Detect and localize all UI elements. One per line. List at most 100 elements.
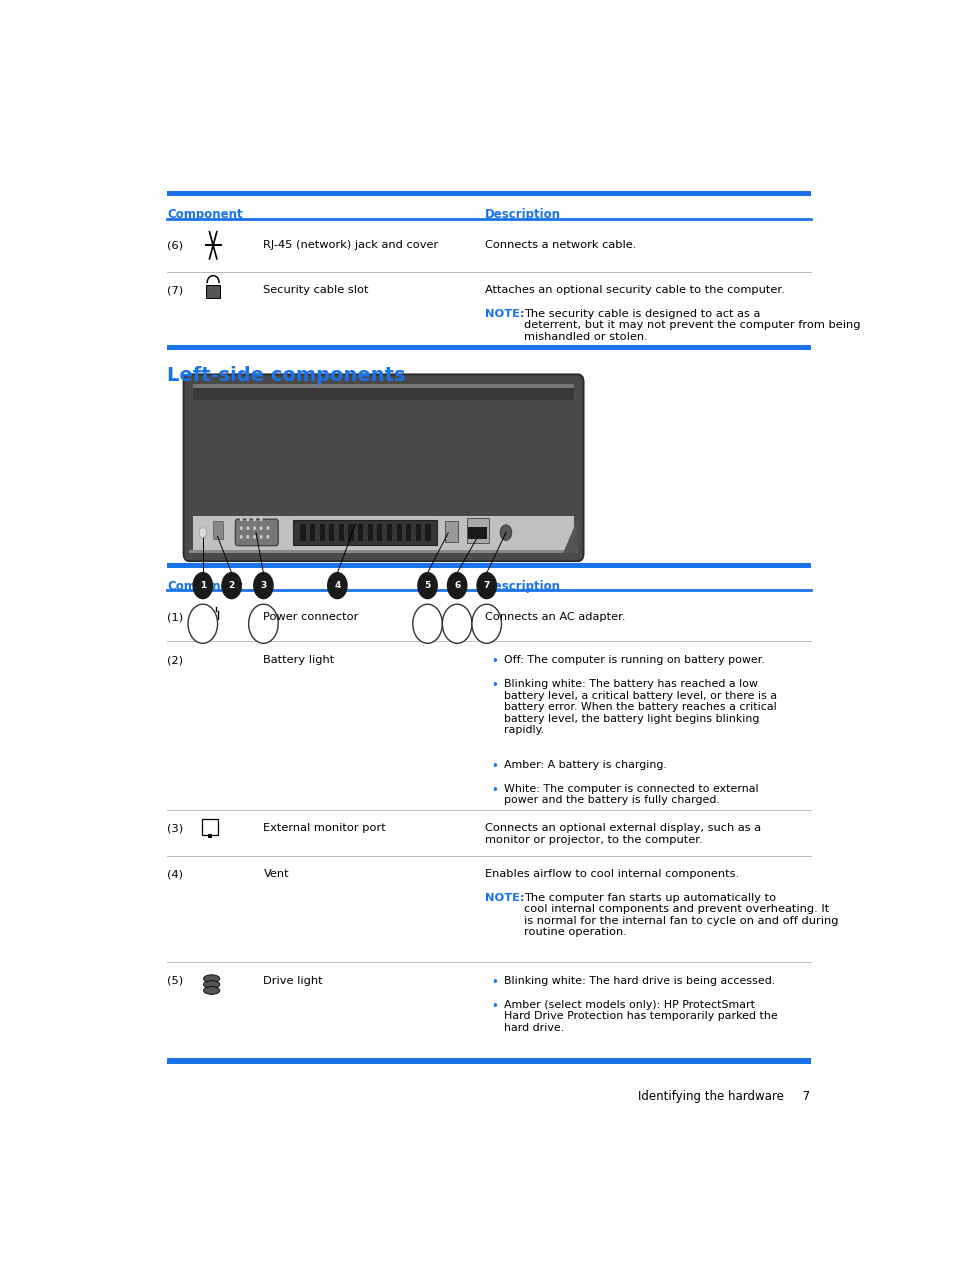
Bar xyxy=(387,525,392,541)
Bar xyxy=(367,525,373,541)
Circle shape xyxy=(413,605,442,644)
Ellipse shape xyxy=(203,987,219,994)
Text: •: • xyxy=(491,679,497,692)
FancyBboxPatch shape xyxy=(235,519,278,546)
Circle shape xyxy=(199,528,206,537)
Circle shape xyxy=(249,605,278,644)
Circle shape xyxy=(442,605,472,644)
Bar xyxy=(425,525,430,541)
Bar xyxy=(167,563,810,568)
Bar xyxy=(357,525,363,541)
Bar xyxy=(416,525,420,541)
Text: Blinking white: The battery has reached a low
battery level, a critical battery : Blinking white: The battery has reached … xyxy=(504,679,777,735)
Text: Drive light: Drive light xyxy=(263,975,323,986)
Circle shape xyxy=(253,517,255,521)
Circle shape xyxy=(327,572,347,599)
Text: External monitor port: External monitor port xyxy=(263,823,386,833)
Bar xyxy=(348,525,354,541)
Text: (2): (2) xyxy=(167,655,183,665)
Text: 2: 2 xyxy=(229,582,234,591)
Circle shape xyxy=(253,535,255,538)
Circle shape xyxy=(221,572,242,599)
Circle shape xyxy=(188,605,217,644)
Bar xyxy=(406,525,411,541)
Circle shape xyxy=(239,526,242,530)
Circle shape xyxy=(193,572,213,599)
Bar xyxy=(338,525,344,541)
Bar xyxy=(444,521,457,542)
Circle shape xyxy=(259,517,262,521)
Text: (7): (7) xyxy=(167,286,183,296)
Text: (4): (4) xyxy=(167,869,183,879)
Text: The computer fan starts up automatically to
cool internal components and prevent: The computer fan starts up automatically… xyxy=(523,893,838,937)
Circle shape xyxy=(246,517,249,521)
Circle shape xyxy=(253,526,255,530)
Bar xyxy=(468,527,487,538)
Text: Power connector: Power connector xyxy=(263,612,358,622)
Circle shape xyxy=(499,525,512,541)
Text: 4: 4 xyxy=(334,582,340,591)
Text: RJ-45 (network) jack and cover: RJ-45 (network) jack and cover xyxy=(263,240,438,250)
Circle shape xyxy=(476,572,497,599)
Circle shape xyxy=(266,535,269,538)
Text: •: • xyxy=(491,655,497,668)
Bar xyxy=(167,190,810,197)
Bar xyxy=(167,344,810,351)
Circle shape xyxy=(253,572,274,599)
Text: Description: Description xyxy=(485,579,560,593)
Circle shape xyxy=(239,535,242,538)
Text: (5): (5) xyxy=(167,975,183,986)
Circle shape xyxy=(416,572,437,599)
Bar xyxy=(208,834,213,838)
Text: Battery light: Battery light xyxy=(263,655,335,665)
Circle shape xyxy=(446,572,467,599)
Ellipse shape xyxy=(203,980,219,988)
Bar xyxy=(202,819,218,834)
Circle shape xyxy=(246,535,249,538)
Bar xyxy=(193,384,574,389)
Text: Amber (select models only): HP ProtectSmart
Hard Drive Protection has temporaril: Amber (select models only): HP ProtectSm… xyxy=(504,999,778,1033)
FancyBboxPatch shape xyxy=(183,375,583,561)
Circle shape xyxy=(246,526,249,530)
Circle shape xyxy=(259,535,262,538)
Text: (1): (1) xyxy=(167,612,183,622)
Circle shape xyxy=(472,605,501,644)
Ellipse shape xyxy=(203,975,219,983)
Text: The security cable is designed to act as a
deterrent, but it may not prevent the: The security cable is designed to act as… xyxy=(523,309,860,342)
Text: NOTE:: NOTE: xyxy=(485,309,524,319)
Text: 1: 1 xyxy=(199,582,206,591)
Text: •: • xyxy=(491,999,497,1012)
Text: Off: The computer is running on battery power.: Off: The computer is running on battery … xyxy=(504,655,764,665)
Text: (3): (3) xyxy=(167,823,183,833)
Text: Connects an optional external display, such as a
monitor or projector, to the co: Connects an optional external display, s… xyxy=(485,823,760,845)
Bar xyxy=(376,525,382,541)
Text: •: • xyxy=(491,784,497,796)
Bar xyxy=(329,525,335,541)
Text: Vent: Vent xyxy=(263,869,289,879)
Bar xyxy=(466,518,488,542)
Text: Connects a network cable.: Connects a network cable. xyxy=(485,240,636,250)
Text: 3: 3 xyxy=(260,582,266,591)
Text: White: The computer is connected to external
power and the battery is fully char: White: The computer is connected to exte… xyxy=(504,784,759,805)
Text: Component: Component xyxy=(167,579,243,593)
Bar xyxy=(300,525,305,541)
Bar xyxy=(293,521,436,545)
Text: Enables airflow to cool internal components.: Enables airflow to cool internal compone… xyxy=(485,869,739,879)
Polygon shape xyxy=(562,519,577,554)
Text: 6: 6 xyxy=(454,582,459,591)
Bar xyxy=(396,525,401,541)
Bar xyxy=(319,525,324,541)
Text: Description: Description xyxy=(485,208,560,221)
Text: Identifying the hardware     7: Identifying the hardware 7 xyxy=(638,1090,810,1102)
Circle shape xyxy=(266,526,269,530)
Bar xyxy=(167,1058,810,1064)
Text: Blinking white: The hard drive is being accessed.: Blinking white: The hard drive is being … xyxy=(504,975,775,986)
Bar xyxy=(310,525,314,541)
Bar xyxy=(213,522,223,538)
Text: NOTE:: NOTE: xyxy=(485,893,524,903)
Bar xyxy=(190,550,577,554)
Text: 7: 7 xyxy=(483,582,490,591)
Text: Attaches an optional security cable to the computer.: Attaches an optional security cable to t… xyxy=(485,286,784,296)
Bar xyxy=(193,387,574,400)
Text: •: • xyxy=(491,759,497,772)
